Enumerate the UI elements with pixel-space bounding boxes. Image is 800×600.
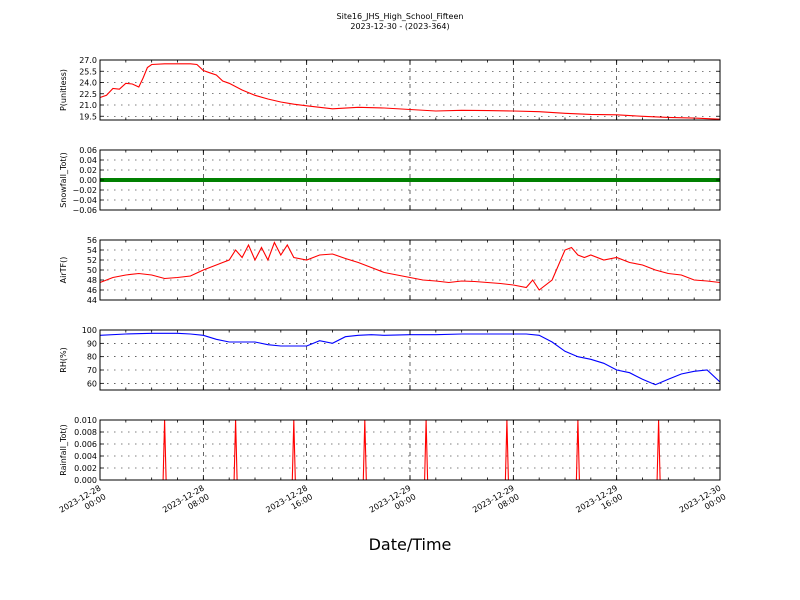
- y-tick-label: 56: [87, 236, 97, 245]
- y-tick-label: 0.008: [74, 428, 97, 437]
- y-tick-label: 22.5: [79, 90, 97, 99]
- panel-4: 0.000 0.002 0.004 0.006 0.008 0.010 Rainfall_T…: [59, 416, 721, 485]
- panel-1: −0.06−0.04−0.020.000.020.040.06 Snowfall_…: [59, 146, 721, 215]
- y-tick-label: 54: [87, 246, 97, 255]
- y-tick-label: −0.04: [72, 196, 97, 205]
- y-tick-label: 0.00: [79, 176, 97, 185]
- y-tick-label: 0.004: [74, 452, 97, 461]
- y-tick-label: 0.04: [79, 156, 97, 165]
- y-tick-label: 0.010: [74, 416, 97, 425]
- y-axis-label: Rainfall_Tot(): [59, 424, 68, 476]
- chart-subtitle: 2023-12-30 - (2023-364): [350, 22, 449, 31]
- y-tick-label: −0.02: [72, 186, 97, 195]
- series-line-2: [99, 241, 721, 291]
- x-axis-label: Date/Time: [369, 535, 452, 554]
- y-tick-label: −0.06: [72, 206, 97, 215]
- y-tick-label: 0.02: [79, 166, 97, 175]
- panel-3: 60 70 80 90 100 RH(%): [59, 326, 721, 391]
- y-tick-label: 0.002: [74, 464, 97, 473]
- y-tick-label: 100: [82, 326, 97, 335]
- y-tick-label: 48: [87, 276, 97, 285]
- y-tick-label: 0.000: [74, 476, 97, 485]
- y-tick-label: 27.0: [79, 56, 97, 65]
- y-tick-label: 24.0: [79, 79, 97, 88]
- y-tick-label: 80: [87, 353, 97, 362]
- panels-group: 19.5 21.0 22.5 24.0 25.5 27.0 P(unitless) −0.06…: [59, 56, 721, 485]
- y-tick-label: 21.0: [79, 101, 97, 110]
- y-tick-label: 52: [87, 256, 97, 265]
- panel-0: 19.5 21.0 22.5 24.0 25.5 27.0 P(unitless): [59, 56, 721, 121]
- y-tick-label: 0.006: [74, 440, 97, 449]
- y-tick-label: 50: [87, 266, 97, 275]
- y-tick-label: 0.06: [79, 146, 97, 155]
- series-line-0: [99, 63, 721, 120]
- y-axis-label: P(unitless): [59, 69, 68, 111]
- y-tick-label: 46: [87, 286, 97, 295]
- y-tick-label: 25.5: [79, 67, 97, 76]
- y-axis-label: RH(%): [59, 347, 68, 372]
- y-tick-label: 44: [87, 296, 97, 305]
- chart-title: Site16_JHS_High_School_Fifteen: [337, 12, 464, 21]
- y-axis-label: AirTF(): [59, 257, 68, 284]
- y-tick-label: 60: [87, 379, 97, 388]
- y-axis-label: Snowfall_Tot(): [59, 152, 68, 208]
- y-tick-label: 19.5: [79, 112, 97, 121]
- y-tick-label: 70: [87, 366, 97, 375]
- y-tick-label: 90: [87, 339, 97, 348]
